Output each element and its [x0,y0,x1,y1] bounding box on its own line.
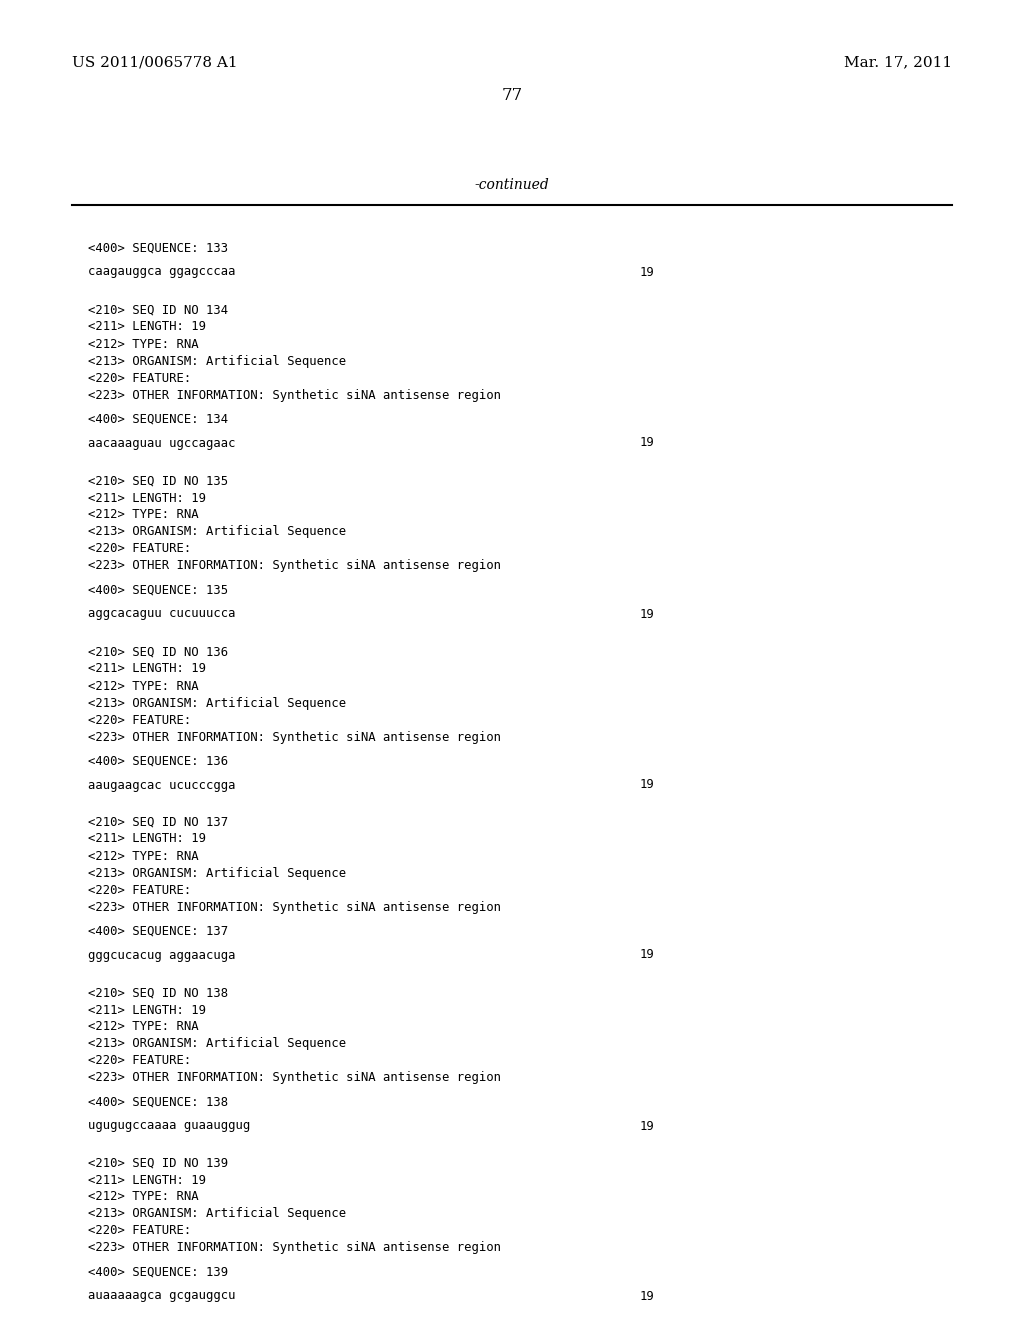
Text: ugugugccaaaa guaauggug: ugugugccaaaa guaauggug [88,1119,250,1133]
Text: <210> SEQ ID NO 137: <210> SEQ ID NO 137 [88,816,228,829]
Text: US 2011/0065778 A1: US 2011/0065778 A1 [72,55,238,69]
Text: 19: 19 [640,779,654,792]
Text: caagauggca ggagcccaa: caagauggca ggagcccaa [88,265,236,279]
Text: <213> ORGANISM: Artificial Sequence: <213> ORGANISM: Artificial Sequence [88,1208,346,1221]
Text: <400> SEQUENCE: 139: <400> SEQUENCE: 139 [88,1266,228,1279]
Text: <211> LENGTH: 19: <211> LENGTH: 19 [88,1173,206,1187]
Text: <400> SEQUENCE: 138: <400> SEQUENCE: 138 [88,1096,228,1109]
Text: <210> SEQ ID NO 139: <210> SEQ ID NO 139 [88,1156,228,1170]
Text: <223> OTHER INFORMATION: Synthetic siNA antisense region: <223> OTHER INFORMATION: Synthetic siNA … [88,1072,501,1085]
Text: <213> ORGANISM: Artificial Sequence: <213> ORGANISM: Artificial Sequence [88,355,346,367]
Text: 19: 19 [640,607,654,620]
Text: Mar. 17, 2011: Mar. 17, 2011 [844,55,952,69]
Text: <400> SEQUENCE: 134: <400> SEQUENCE: 134 [88,412,228,425]
Text: <211> LENGTH: 19: <211> LENGTH: 19 [88,491,206,504]
Text: 77: 77 [502,87,522,103]
Text: <223> OTHER INFORMATION: Synthetic siNA antisense region: <223> OTHER INFORMATION: Synthetic siNA … [88,560,501,573]
Text: <400> SEQUENCE: 137: <400> SEQUENCE: 137 [88,924,228,937]
Text: <211> LENGTH: 19: <211> LENGTH: 19 [88,663,206,676]
Text: <220> FEATURE:: <220> FEATURE: [88,543,191,556]
Text: <212> TYPE: RNA: <212> TYPE: RNA [88,680,199,693]
Text: 19: 19 [640,265,654,279]
Text: <400> SEQUENCE: 136: <400> SEQUENCE: 136 [88,755,228,767]
Text: <210> SEQ ID NO 138: <210> SEQ ID NO 138 [88,986,228,999]
Text: <210> SEQ ID NO 136: <210> SEQ ID NO 136 [88,645,228,659]
Text: aggcacaguu cucuuucca: aggcacaguu cucuuucca [88,607,236,620]
Text: 19: 19 [640,1119,654,1133]
Text: <213> ORGANISM: Artificial Sequence: <213> ORGANISM: Artificial Sequence [88,525,346,539]
Text: <212> TYPE: RNA: <212> TYPE: RNA [88,1191,199,1204]
Text: <220> FEATURE:: <220> FEATURE: [88,714,191,726]
Text: <220> FEATURE:: <220> FEATURE: [88,371,191,384]
Text: <210> SEQ ID NO 134: <210> SEQ ID NO 134 [88,304,228,317]
Text: gggcucacug aggaacuga: gggcucacug aggaacuga [88,949,236,961]
Text: <213> ORGANISM: Artificial Sequence: <213> ORGANISM: Artificial Sequence [88,866,346,879]
Text: <220> FEATURE:: <220> FEATURE: [88,1225,191,1238]
Text: <212> TYPE: RNA: <212> TYPE: RNA [88,1020,199,1034]
Text: aaugaagcac ucucccgga: aaugaagcac ucucccgga [88,779,236,792]
Text: <400> SEQUENCE: 135: <400> SEQUENCE: 135 [88,583,228,597]
Text: <211> LENGTH: 19: <211> LENGTH: 19 [88,833,206,846]
Text: 19: 19 [640,437,654,450]
Text: <220> FEATURE:: <220> FEATURE: [88,883,191,896]
Text: <223> OTHER INFORMATION: Synthetic siNA antisense region: <223> OTHER INFORMATION: Synthetic siNA … [88,388,501,401]
Text: aacaaaguau ugccagaac: aacaaaguau ugccagaac [88,437,236,450]
Text: <220> FEATURE:: <220> FEATURE: [88,1055,191,1068]
Text: <211> LENGTH: 19: <211> LENGTH: 19 [88,1003,206,1016]
Text: <213> ORGANISM: Artificial Sequence: <213> ORGANISM: Artificial Sequence [88,697,346,710]
Text: <223> OTHER INFORMATION: Synthetic siNA antisense region: <223> OTHER INFORMATION: Synthetic siNA … [88,1242,501,1254]
Text: -continued: -continued [475,178,549,191]
Text: <212> TYPE: RNA: <212> TYPE: RNA [88,508,199,521]
Text: 19: 19 [640,1290,654,1303]
Text: auaaaaagca gcgauggcu: auaaaaagca gcgauggcu [88,1290,236,1303]
Text: <212> TYPE: RNA: <212> TYPE: RNA [88,338,199,351]
Text: 19: 19 [640,949,654,961]
Text: <223> OTHER INFORMATION: Synthetic siNA antisense region: <223> OTHER INFORMATION: Synthetic siNA … [88,900,501,913]
Text: <211> LENGTH: 19: <211> LENGTH: 19 [88,321,206,334]
Text: <213> ORGANISM: Artificial Sequence: <213> ORGANISM: Artificial Sequence [88,1038,346,1051]
Text: <400> SEQUENCE: 133: <400> SEQUENCE: 133 [88,242,228,255]
Text: <210> SEQ ID NO 135: <210> SEQ ID NO 135 [88,474,228,487]
Text: <212> TYPE: RNA: <212> TYPE: RNA [88,850,199,862]
Text: <223> OTHER INFORMATION: Synthetic siNA antisense region: <223> OTHER INFORMATION: Synthetic siNA … [88,730,501,743]
